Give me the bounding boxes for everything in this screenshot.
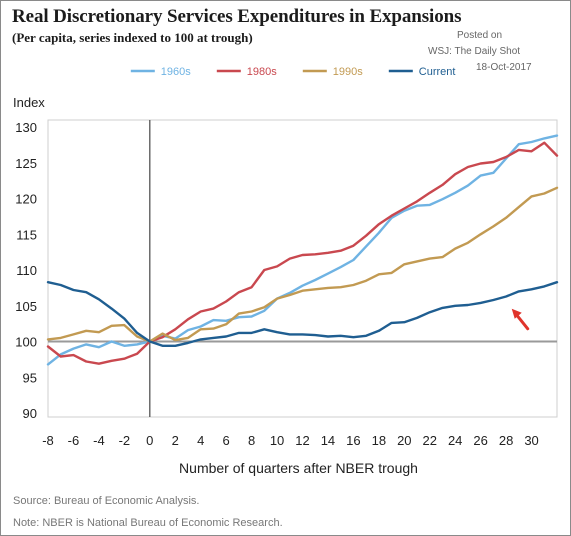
legend-item-1990s: 1990s	[302, 66, 363, 78]
x-tick-label: 28	[499, 433, 513, 448]
source-note: Source: Bureau of Economic Analysis.	[13, 495, 200, 507]
legend-item-1960s: 1960s	[130, 66, 191, 78]
x-tick-label: 22	[423, 433, 437, 448]
series-line-current	[46, 281, 559, 347]
x-tick-label: 16	[346, 433, 360, 448]
legend-label: Current	[419, 66, 456, 78]
legend-item-current: Current	[388, 66, 456, 78]
x-tick-label: 10	[270, 433, 284, 448]
legend-label: 1990s	[333, 66, 363, 78]
x-tick-label: -2	[119, 433, 131, 448]
legend-item-1980s: 1980s	[216, 66, 277, 78]
legend-label: 1980s	[247, 66, 277, 78]
chart-subtitle: (Per capita, series indexed to 100 at tr…	[12, 30, 253, 45]
y-tick-label: 105	[15, 299, 37, 314]
x-tick-label: 24	[448, 433, 462, 448]
x-tick-label: 18	[372, 433, 386, 448]
x-tick-label: 30	[524, 433, 538, 448]
y-axis-label: Index	[13, 95, 45, 110]
y-tick-label: 130	[15, 120, 37, 135]
x-tick-label: 20	[397, 433, 411, 448]
y-tick-label: 125	[15, 156, 37, 171]
series-line-1960s	[46, 134, 559, 366]
x-tick-label: 26	[473, 433, 487, 448]
x-tick-label: 4	[197, 433, 204, 448]
x-tick-label: 12	[295, 433, 309, 448]
x-tick-label: 6	[223, 433, 230, 448]
y-tick-label: 110	[16, 263, 37, 278]
annotation-arrow-shaft	[514, 312, 530, 331]
y-tick-label: 115	[16, 227, 37, 242]
x-tick-label: 2	[172, 433, 179, 448]
y-tick-label: 120	[15, 192, 37, 207]
legend: 1960s 1980s 1990s Current	[130, 66, 456, 78]
annotations	[511, 308, 530, 331]
series-line-1980s	[46, 141, 559, 365]
y-tick-label: 90	[23, 406, 37, 421]
credit-publisher: WSJ: The Daily Shot	[428, 46, 521, 57]
x-tick-label: 0	[146, 433, 153, 448]
x-axis-label: Number of quarters after NBER trough	[179, 460, 418, 476]
y-tick-label: 100	[15, 335, 37, 350]
x-tick-label: -6	[68, 433, 80, 448]
series-group	[46, 134, 559, 366]
legend-label: 1960s	[161, 66, 191, 78]
x-tick-label: -8	[42, 433, 54, 448]
x-tick-label: 14	[321, 433, 335, 448]
series-line-1990s	[46, 186, 559, 343]
credit-date: 18-Oct-2017	[476, 62, 532, 73]
chart-title: Real Discretionary Services Expenditures…	[12, 6, 462, 27]
nber-note: Note: NBER is National Bureau of Economi…	[13, 517, 283, 529]
y-tick-label: 95	[23, 370, 37, 385]
x-tick-label: -4	[93, 433, 105, 448]
annotation-arrow-head	[511, 308, 522, 319]
x-tick-label: 8	[248, 433, 255, 448]
credit-posted-on: Posted on	[457, 30, 503, 41]
plot-area-border	[47, 119, 558, 418]
